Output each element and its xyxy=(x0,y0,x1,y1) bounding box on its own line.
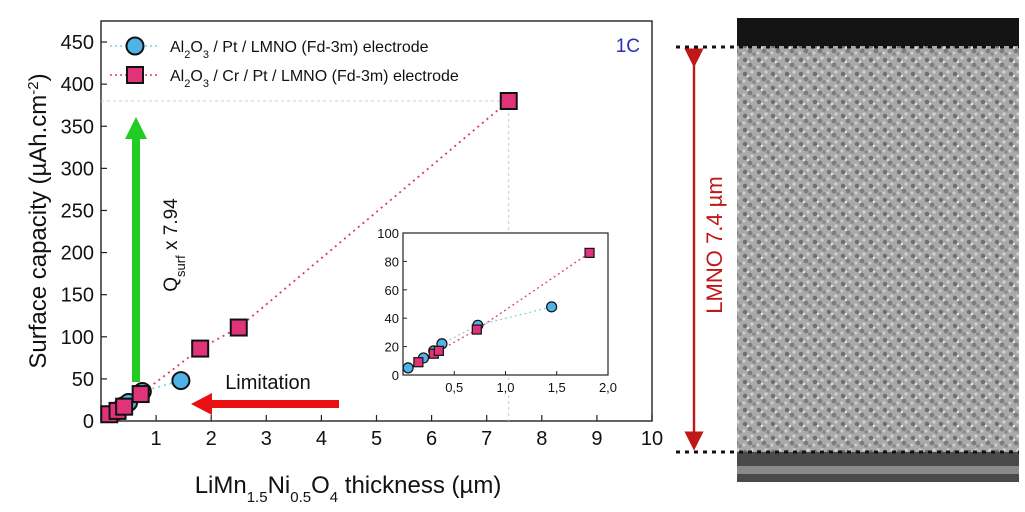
sem-substrate-highlight xyxy=(737,466,1019,474)
x-tick-label: 9 xyxy=(591,428,602,450)
x-tick-label: 2 xyxy=(206,428,217,450)
x-axis-ticks: 1 2 3 4 5 6 7 8 9 10 xyxy=(151,415,663,450)
inset-series-1-point xyxy=(402,362,414,374)
sem-cross-section xyxy=(737,46,1019,452)
y-tick-label: 300 xyxy=(61,158,94,180)
main-series-layer xyxy=(100,92,518,424)
series-2-point xyxy=(131,385,150,404)
inset-y-tick-label: 100 xyxy=(377,226,399,241)
inset-y-tick-label: 20 xyxy=(385,340,399,355)
x-tick-label: 6 xyxy=(426,428,437,450)
inset-y-tick-label: 80 xyxy=(385,254,399,269)
qsurf-annotation: Qsurf x 7.94 xyxy=(161,198,188,292)
inset-series-2-point xyxy=(584,247,595,258)
x-tick-label: 1 xyxy=(151,428,162,450)
x-tick-label: 5 xyxy=(371,428,382,450)
inset-series-layer xyxy=(402,247,595,374)
x-tick-label: 4 xyxy=(316,428,327,450)
inset-chart: 0 20 40 60 80 100 0,5 1,0 1,5 2,0 xyxy=(377,226,617,395)
sem-image-panel xyxy=(737,18,1019,482)
series-2-point xyxy=(229,318,248,337)
y-tick-label: 0 xyxy=(83,411,94,433)
legend: Al2O3 / Pt / LMNO (Fd-3m) electrode Al2O… xyxy=(110,36,459,90)
legend-label-series-2: Al2O3 / Cr / Pt / LMNO (Fd-3m) electrode xyxy=(170,68,459,90)
y-tick-label: 350 xyxy=(61,116,94,138)
y-tick-label: 50 xyxy=(72,369,94,391)
series-2-point xyxy=(499,92,518,110)
sem-top-dark-band xyxy=(737,18,1019,46)
inset-y-tick-label: 60 xyxy=(385,283,399,298)
legend-label-series-1: Al2O3 / Pt / LMNO (Fd-3m) electrode xyxy=(170,39,429,61)
inset-x-tick-label: 1,5 xyxy=(548,380,566,395)
y-tick-label: 400 xyxy=(61,74,94,96)
x-tick-label: 8 xyxy=(536,428,547,450)
y-axis-ticks: 0 50 100 150 200 250 300 350 400 450 xyxy=(61,32,107,433)
inset-series-2-point xyxy=(471,324,482,335)
y-tick-label: 200 xyxy=(61,243,94,265)
y-tick-label: 100 xyxy=(61,327,94,349)
red-left-arrow xyxy=(191,393,339,415)
series-2-point xyxy=(115,397,134,416)
y-tick-label: 150 xyxy=(61,285,94,307)
inset-x-tick-label: 0,5 xyxy=(445,380,463,395)
inset-axis-ticks: 0 20 40 60 80 100 0,5 1,0 1,5 2,0 xyxy=(377,226,617,395)
y-axis-title: Surface capacity (µAh.cm-2) xyxy=(25,73,53,368)
inset-series-2-point xyxy=(413,357,424,368)
inset-y-tick-label: 40 xyxy=(385,311,399,326)
scale-label: LMNO 7.4 µm xyxy=(702,176,727,313)
rate-label: 1C xyxy=(616,36,640,57)
inset-x-tick-label: 1,0 xyxy=(496,380,514,395)
limitation-label: Limitation xyxy=(225,372,311,394)
y-tick-label: 250 xyxy=(61,200,94,222)
y-tick-label: 450 xyxy=(61,32,94,54)
green-up-arrow xyxy=(125,117,147,382)
inset-series-1-point xyxy=(546,301,558,313)
x-tick-label: 10 xyxy=(641,428,663,450)
legend-marker-series-2 xyxy=(126,66,144,84)
inset-x-tick-label: 2,0 xyxy=(599,380,617,395)
x-tick-label: 3 xyxy=(261,428,272,450)
series-2-point xyxy=(191,339,210,358)
x-tick-label: 7 xyxy=(481,428,492,450)
inset-series-2-point xyxy=(433,345,444,356)
inset-y-tick-label: 0 xyxy=(392,368,399,383)
legend-marker-series-1 xyxy=(125,36,145,56)
series-1-point xyxy=(171,371,191,391)
x-axis-title: LiMn1.5Ni0.5O4 thickness (µm) xyxy=(195,472,502,506)
